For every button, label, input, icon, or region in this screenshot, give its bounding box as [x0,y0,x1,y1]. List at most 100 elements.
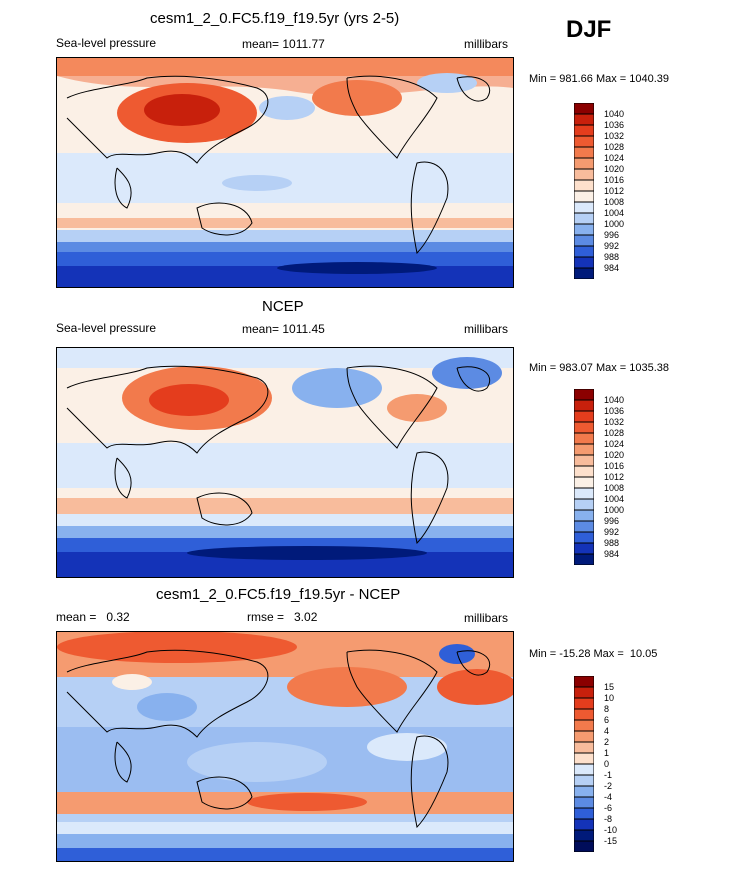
colorbar-label: 996 [604,516,620,526]
colorbar-label: -6 [604,803,613,813]
colorbar-swatch [574,191,594,202]
colorbar-label: 0 [604,759,610,769]
panel3-minmax: Min = -15.28 Max = 10.05 [529,648,658,660]
colorbar-swatch [574,257,594,268]
panel1-colorbar: 1040 1036 1032 1028 1024 1020 1016 1012 1008 1004… [574,103,634,279]
colorbar-swatch [574,224,594,235]
colorbar-swatch [574,246,594,257]
colorbar-swatch [574,786,594,797]
colorbar-swatch [574,125,594,136]
panel2-mean-label: mean= 1011.45 [242,322,325,336]
panel2-minmax: Min = 983.07 Max = 1035.38 [529,362,670,374]
panel2-colorbar: 1040 1036 1032 1028 1024 1020 1016 1012 1008 1004… [574,389,634,565]
colorbar-label: -2 [604,781,613,791]
colorbar-swatch [574,158,594,169]
colorbar-swatch [574,819,594,830]
colorbar-label: 1000 [604,219,625,229]
colorbar-label: 2 [604,737,610,747]
colorbar-swatch [574,764,594,775]
panel1-minmax: Min = 981.66 Max = 1040.39 [529,73,670,85]
panel3-map [56,631,514,862]
panel3-mean-label: mean = 0.32 [56,610,130,624]
season-label: DJF [566,16,612,43]
colorbar-label: 1040 [604,109,625,119]
colorbar-label: 1028 [604,142,625,152]
colorbar-swatch [574,808,594,819]
panel2-units-label: millibars [464,322,509,336]
colorbar-swatch [574,543,594,554]
panel3-units-label: millibars [464,611,509,625]
colorbar-swatch [574,213,594,224]
colorbar-label: -15 [604,836,618,846]
colorbar-label: 1032 [604,131,625,141]
colorbar-swatch [574,775,594,786]
colorbar-label: 8 [604,704,610,714]
colorbar-swatch [574,510,594,521]
colorbar-label: 992 [604,241,620,251]
colorbar-label: -1 [604,770,613,780]
colorbar-swatch [574,466,594,477]
colorbar-label: 10 [604,693,615,703]
colorbar-label: 996 [604,230,620,240]
colorbar-label: 1012 [604,186,625,196]
colorbar-swatch [574,797,594,808]
colorbar-label: 6 [604,715,610,725]
panel1-title: cesm1_2_0.FC5.f19_f19.5yr (yrs 2-5) [150,10,400,27]
colorbar-swatch [574,235,594,246]
colorbar-swatch [574,488,594,499]
colorbar-swatch [574,753,594,764]
colorbar-swatch [574,521,594,532]
colorbar-label: 988 [604,252,620,262]
colorbar-label: 1024 [604,153,625,163]
colorbar-label: 992 [604,527,620,537]
panel1-variable-label: Sea-level pressure [56,36,157,50]
colorbar-label: 1008 [604,197,625,207]
colorbar-label: 1040 [604,395,625,405]
colorbar-label: 1016 [604,461,625,471]
panel3-rmse-label: rmse = 3.02 [247,610,318,624]
colorbar-label: 984 [604,549,620,559]
colorbar-swatch [574,698,594,709]
panel2-title: NCEP [262,298,304,315]
colorbar-label: 15 [604,682,615,692]
colorbar-swatch [574,422,594,433]
colorbar-label: -4 [604,792,613,802]
colorbar-swatch [574,103,594,114]
colorbar-swatch [574,830,594,841]
colorbar-swatch [574,720,594,731]
colorbar-swatch [574,841,594,852]
colorbar-swatch [574,499,594,510]
colorbar-label: 1028 [604,428,625,438]
panel1-mean-label: mean= 1011.77 [242,37,325,51]
colorbar-label: 1036 [604,406,625,416]
colorbar-swatch [574,731,594,742]
colorbar-swatch [574,532,594,543]
panel1-map [56,57,514,288]
colorbar-swatch [574,136,594,147]
colorbar-label: 1 [604,748,610,758]
colorbar-swatch [574,268,594,279]
colorbar-swatch [574,455,594,466]
panel2-variable-label: Sea-level pressure [56,321,157,335]
colorbar-swatch [574,709,594,720]
colorbar-label: 1036 [604,120,625,130]
colorbar-label: -10 [604,825,618,835]
colorbar-swatch [574,687,594,698]
colorbar-label: 1020 [604,164,625,174]
colorbar-swatch [574,444,594,455]
colorbar-swatch [574,169,594,180]
colorbar-label: 1000 [604,505,625,515]
colorbar-label: 1016 [604,175,625,185]
panel1-units-label: millibars [464,37,509,51]
colorbar-swatch [574,202,594,213]
colorbar-swatch [574,180,594,191]
colorbar-label: 4 [604,726,610,736]
colorbar-swatch [574,147,594,158]
panel3-title: cesm1_2_0.FC5.f19_f19.5yr - NCEP [156,586,401,603]
colorbar-swatch [574,433,594,444]
colorbar-swatch [574,554,594,565]
colorbar-swatch [574,114,594,125]
colorbar-swatch [574,400,594,411]
colorbar-label: -8 [604,814,613,824]
colorbar-swatch [574,411,594,422]
